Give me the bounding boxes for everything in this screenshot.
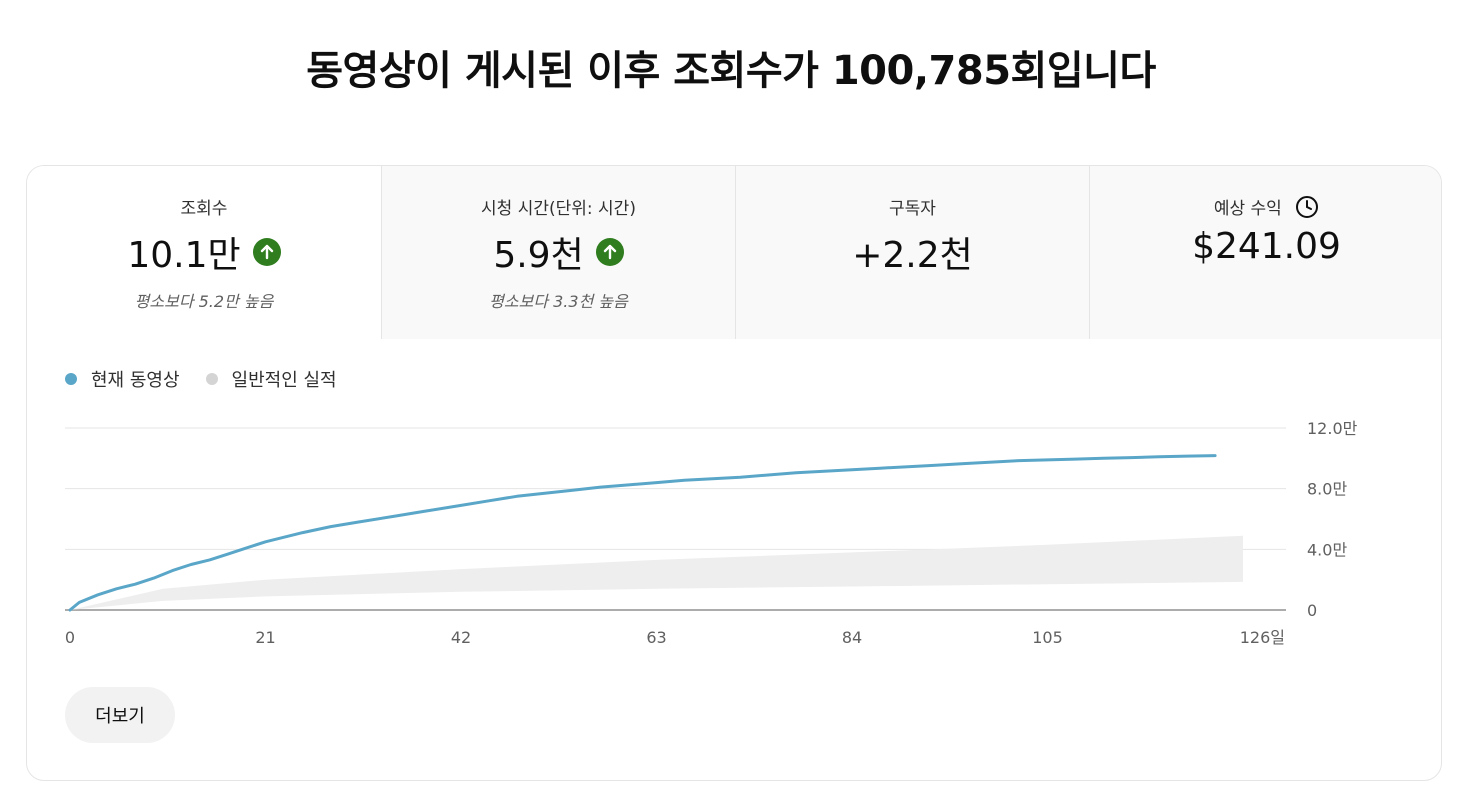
metric-comparison: 평소보다 5.2만 높음 bbox=[134, 292, 274, 311]
chart-legend: 현재 동영상 일반적인 실적 bbox=[65, 366, 363, 392]
more-button[interactable]: 더보기 bbox=[65, 687, 175, 743]
x-tick-label: 84 bbox=[842, 628, 862, 647]
x-tick-label: 63 bbox=[646, 628, 666, 647]
metric-value: +2.2천 bbox=[852, 235, 973, 276]
analytics-card: 조회수 10.1만 평소보다 5.2만 높음 시청 시간(단위: 시간) 5.9… bbox=[26, 165, 1442, 781]
legend-item-current: 현재 동영상 bbox=[65, 366, 180, 392]
legend-label: 현재 동영상 bbox=[91, 370, 180, 391]
arrow-up-icon bbox=[595, 238, 624, 266]
legend-dot bbox=[65, 373, 77, 385]
metric-label: 구독자 bbox=[889, 199, 936, 219]
x-tick-label: 21 bbox=[255, 628, 275, 647]
metric-views[interactable]: 조회수 10.1만 평소보다 5.2만 높음 bbox=[27, 166, 381, 339]
metric-value: 10.1만 bbox=[127, 235, 241, 276]
metric-watch-time[interactable]: 시청 시간(단위: 시간) 5.9천 평소보다 3.3천 높음 bbox=[381, 166, 735, 339]
clock-icon bbox=[1295, 195, 1319, 224]
typical-performance-band bbox=[70, 535, 1243, 610]
legend-item-typical: 일반적인 실적 bbox=[205, 366, 337, 392]
legend-label: 일반적인 실적 bbox=[231, 370, 337, 391]
arrow-up-icon bbox=[252, 238, 281, 266]
metric-value: 5.9천 bbox=[493, 235, 584, 276]
page-title: 동영상이 게시된 이후 조회수가 100,785회입니다 bbox=[306, 48, 1156, 94]
series-line-current-video bbox=[68, 454, 1217, 612]
metric-revenue[interactable]: 예상 수익 $241.09 bbox=[1089, 166, 1441, 339]
metrics-row: 조회수 10.1만 평소보다 5.2만 높음 시청 시간(단위: 시간) 5.9… bbox=[27, 166, 1441, 339]
x-tick-label: 126일 bbox=[1240, 628, 1285, 647]
y-tick-label: 4.0만 bbox=[1307, 540, 1347, 559]
metric-value: $241.09 bbox=[1192, 226, 1341, 267]
x-tick-label: 42 bbox=[451, 628, 471, 647]
views-chart[interactable]: 0 4.0만 8.0만 12.0만 0 21 42 63 84 105 126일 bbox=[27, 166, 1442, 666]
metric-comparison: 평소보다 3.3천 높음 bbox=[489, 292, 628, 311]
metric-label: 시청 시간(단위: 시간) bbox=[481, 199, 636, 219]
y-tick-label: 8.0만 bbox=[1307, 480, 1347, 499]
y-tick-label: 0 bbox=[1307, 601, 1317, 620]
x-tick-label: 105 bbox=[1032, 628, 1063, 647]
x-tick-label: 0 bbox=[65, 628, 75, 647]
y-tick-label: 12.0만 bbox=[1307, 419, 1358, 438]
metric-label: 예상 수익 bbox=[1213, 199, 1282, 219]
legend-dot bbox=[205, 373, 218, 385]
metric-label: 조회수 bbox=[180, 199, 228, 219]
metric-subscribers[interactable]: 구독자 +2.2천 bbox=[735, 166, 1089, 339]
